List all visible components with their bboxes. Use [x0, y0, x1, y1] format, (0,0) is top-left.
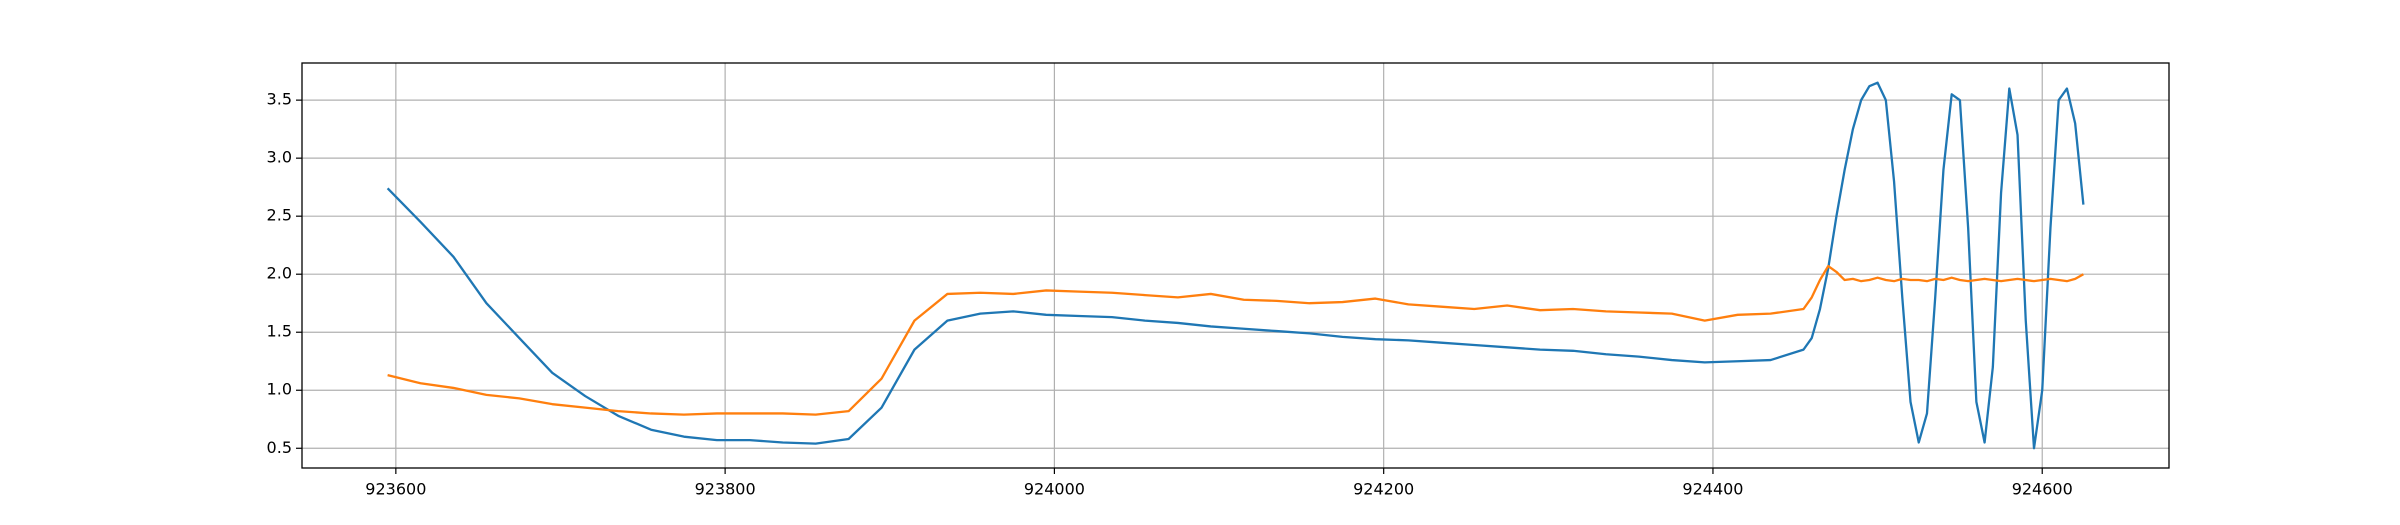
y-tick-label: 2.5 [267, 206, 292, 225]
ticks: 923600 923800 924000 924200 924400 924600 0.5 1… [267, 90, 2073, 499]
x-tick-label: 924400 [1682, 480, 1743, 499]
x-tick-label: 924600 [2012, 480, 2073, 499]
y-tick-label: 0.5 [267, 438, 292, 457]
x-tick-label: 924200 [1353, 480, 1414, 499]
x-tick-label: 923800 [695, 480, 756, 499]
x-tick-label: 924000 [1024, 480, 1085, 499]
data-line [387, 264, 2084, 416]
y-tick-label: 1.5 [267, 322, 292, 341]
grid [302, 63, 2169, 468]
x-tick-label: 923600 [365, 480, 426, 499]
y-tick-label: 3.5 [267, 90, 292, 109]
y-tick-label: 3.0 [267, 148, 292, 167]
axes-frame [301, 62, 2170, 469]
plot-lines [386, 81, 2085, 450]
y-tick-label: 1.0 [267, 380, 292, 399]
y-tick-label: 2.0 [267, 264, 292, 283]
data-line [386, 81, 2085, 450]
